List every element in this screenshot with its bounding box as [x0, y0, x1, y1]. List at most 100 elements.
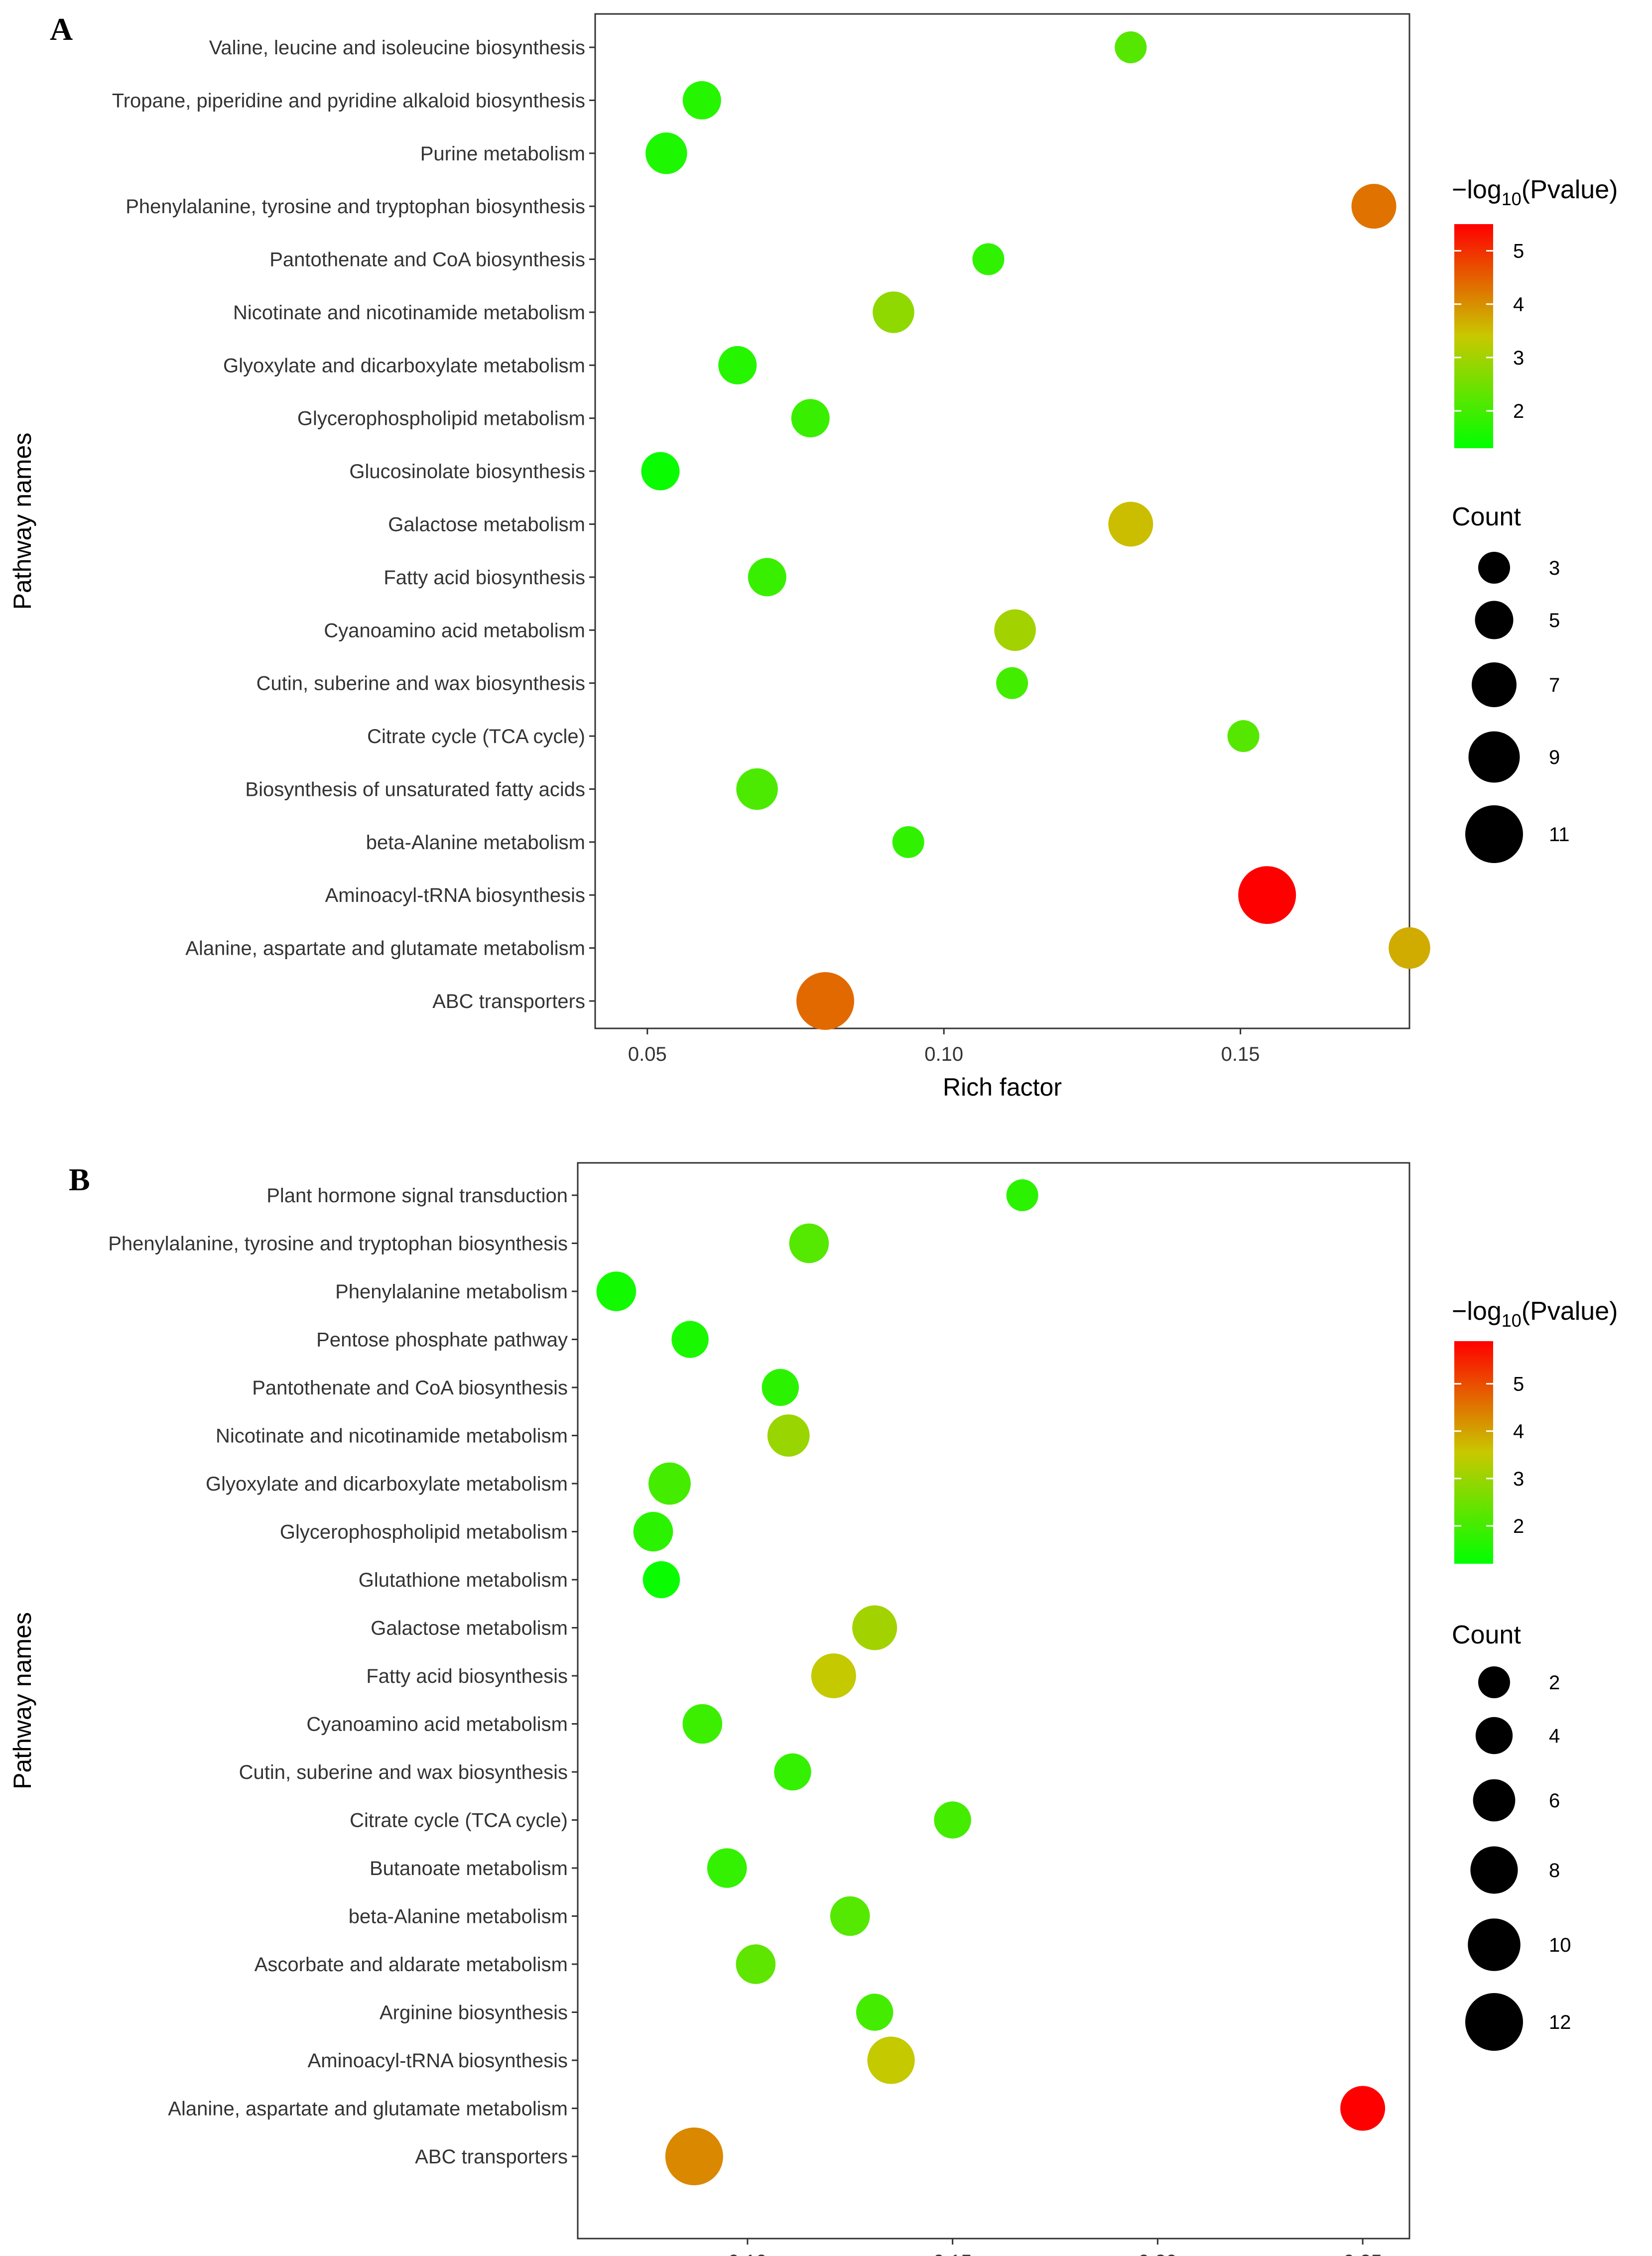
- y-tick-label: Alanine, aspartate and glutamate metabol…: [168, 2098, 568, 2120]
- y-tick-label: beta-Alanine metabolism: [349, 1906, 568, 1928]
- color-legend-title-prefix: −log: [1452, 175, 1502, 204]
- data-point: [1238, 866, 1296, 924]
- size-legend-key: [1465, 805, 1523, 863]
- color-legend-label: 5: [1513, 241, 1524, 262]
- y-tick-label: Phenylalanine, tyrosine and tryptophan b…: [108, 1233, 568, 1255]
- size-legend-key: [1468, 731, 1520, 783]
- data-point: [791, 399, 830, 438]
- x-tick-label: 0.15: [1221, 1043, 1260, 1065]
- y-tick-label: Alanine, aspartate and glutamate metabol…: [185, 938, 585, 960]
- color-legend-title-suffix: (Pvalue): [1522, 1297, 1618, 1326]
- size-legend-label: 3: [1549, 557, 1560, 579]
- data-point: [633, 1511, 673, 1552]
- x-tick-label: 0.15: [933, 2251, 972, 2256]
- size-legend-label: 7: [1549, 674, 1560, 696]
- x-tick-label: 0.10: [728, 2251, 767, 2256]
- y-tick-label: Glutathione metabolism: [359, 1569, 568, 1591]
- y-tick-label: Phenylalanine metabolism: [335, 1281, 568, 1303]
- size-legend-key: [1478, 552, 1510, 584]
- x-tick-label: 0.20: [1138, 2251, 1177, 2256]
- panel-label: B: [69, 1162, 90, 1197]
- y-tick-label: Tropane, piperidine and pyridine alkaloi…: [112, 90, 585, 112]
- size-legend-key: [1473, 1779, 1516, 1822]
- y-tick-label: Aminoacyl-tRNA biosynthesis: [308, 2050, 568, 2072]
- y-tick-label: Butanoate metabolism: [370, 1858, 568, 1880]
- color-legend-bar: [1454, 1341, 1493, 1564]
- y-tick-label: Cutin, suberine and wax biosynthesis: [239, 1761, 568, 1783]
- data-point: [1340, 2086, 1386, 2131]
- y-tick-label: Purine metabolism: [420, 143, 585, 165]
- data-point: [852, 1605, 897, 1650]
- data-point: [934, 1801, 971, 1839]
- y-tick-label: Nicotinate and nicotinamide metabolism: [233, 302, 585, 324]
- data-point: [682, 81, 721, 120]
- data-point: [671, 1321, 709, 1358]
- plot-panel: [577, 1162, 1410, 2240]
- y-tick-label: Glycerophospholipid metabolism: [297, 408, 585, 430]
- size-legend-title: Count: [1452, 1621, 1521, 1649]
- size-legend-label: 12: [1549, 2011, 1571, 2033]
- y-tick-label: Citrate cycle (TCA cycle): [350, 1810, 568, 1832]
- size-legend-label: 4: [1549, 1725, 1560, 1747]
- data-point: [873, 291, 914, 333]
- y-tick-label: Cyanoamino acid metabolism: [324, 620, 585, 641]
- y-tick-label: ABC transporters: [415, 2146, 568, 2168]
- color-legend-title-subscript: 10: [1502, 1310, 1522, 1331]
- data-point: [830, 1896, 870, 1936]
- data-point: [867, 2036, 915, 2084]
- data-point: [645, 132, 687, 174]
- data-point: [762, 1369, 799, 1406]
- size-legend-label: 10: [1549, 1934, 1571, 1956]
- color-legend-bar: [1454, 224, 1493, 448]
- color-legend-title: −log10(Pvalue): [1452, 1297, 1618, 1331]
- size-legend-label: 8: [1549, 1860, 1560, 1881]
- data-point: [1389, 927, 1430, 969]
- y-tick-label: Citrate cycle (TCA cycle): [367, 726, 585, 748]
- y-tick-label: Nicotinate and nicotinamide metabolism: [216, 1425, 568, 1447]
- size-legend-key: [1465, 1993, 1523, 2051]
- data-point: [1227, 720, 1260, 752]
- y-tick-label: Fatty acid biosynthesis: [383, 567, 585, 589]
- size-legend-key: [1470, 1846, 1518, 1894]
- color-legend-title-suffix: (Pvalue): [1522, 175, 1618, 204]
- data-point: [789, 1223, 829, 1263]
- y-axis-title: Pathway names: [8, 433, 36, 610]
- size-legend-label: 11: [1549, 824, 1570, 846]
- data-point: [748, 558, 786, 597]
- color-legend-label: 3: [1513, 347, 1524, 369]
- y-tick-label: beta-Alanine metabolism: [366, 832, 585, 854]
- x-tick-label: 0.05: [628, 1043, 667, 1065]
- data-point: [736, 1944, 776, 1984]
- y-tick-label: Pantothenate and CoA biosynthesis: [269, 249, 585, 271]
- data-point: [596, 1271, 636, 1311]
- size-legend-key: [1475, 601, 1514, 639]
- y-tick-label: Fatty acid biosynthesis: [366, 1665, 568, 1687]
- color-legend-label: 2: [1513, 400, 1524, 422]
- data-point: [892, 826, 924, 858]
- data-point: [648, 1462, 691, 1505]
- data-point: [641, 452, 680, 491]
- y-tick-label: Ascorbate and aldarate metabolism: [254, 1954, 568, 1976]
- size-legend-label: 9: [1549, 747, 1560, 768]
- panel-label: A: [50, 11, 73, 47]
- color-legend-title-prefix: −log: [1452, 1297, 1502, 1326]
- size-legend-title: Count: [1452, 502, 1521, 531]
- y-tick-label: Glyoxylate and dicarboxylate metabolism: [223, 355, 585, 376]
- data-point: [972, 243, 1005, 275]
- color-legend-label: 3: [1513, 1468, 1524, 1490]
- x-tick-label: 0.25: [1343, 2251, 1382, 2256]
- y-tick-label: Plant hormone signal transduction: [266, 1185, 568, 1207]
- y-tick-label: Cutin, suberine and wax biosynthesis: [256, 673, 585, 695]
- data-point: [796, 972, 855, 1030]
- size-legend-label: 6: [1549, 1790, 1560, 1812]
- y-tick-label: Phenylalanine, tyrosine and tryptophan b…: [126, 196, 585, 218]
- size-legend-key: [1478, 1666, 1510, 1698]
- y-tick-label: Pentose phosphate pathway: [316, 1329, 568, 1351]
- panel-a: A Valine, leucine and isoleucine biosynth…: [8, 11, 1618, 1101]
- y-tick-label: Cyanoamino acid metabolism: [306, 1714, 568, 1736]
- y-tick-label: Glyoxylate and dicarboxylate metabolism: [206, 1473, 568, 1495]
- data-point: [996, 667, 1028, 699]
- y-tick-label: Pantothenate and CoA biosynthesis: [252, 1377, 568, 1399]
- data-point: [774, 1753, 811, 1791]
- y-tick-label: Valine, leucine and isoleucine biosynthe…: [209, 37, 585, 59]
